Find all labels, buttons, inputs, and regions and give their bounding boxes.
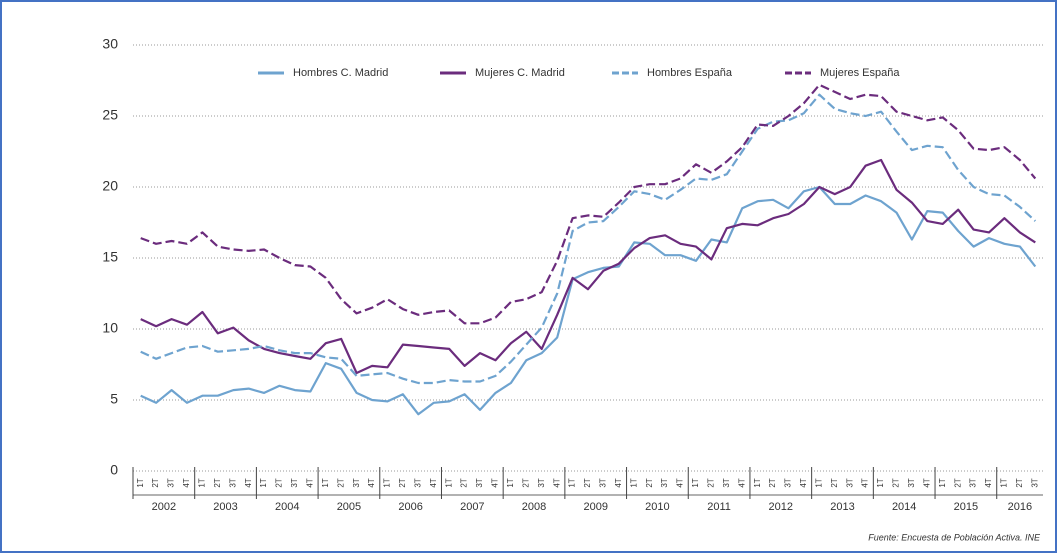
x-tick-label: 2T <box>706 478 715 487</box>
x-tick-label: 1T <box>938 478 947 487</box>
y-tick-label: 15 <box>102 249 118 265</box>
x-tick-label: 4T <box>305 478 314 487</box>
x-tick-label: 1T <box>876 478 885 487</box>
x-tick-label: 3T <box>475 478 484 487</box>
x-tick-label: 3T <box>228 478 237 487</box>
year-label: 2013 <box>830 501 854 513</box>
x-tick-label: 4T <box>244 478 253 487</box>
x-tick-label: 1T <box>383 478 392 487</box>
year-label: 2014 <box>892 501 916 513</box>
x-tick-label: 3T <box>599 478 608 487</box>
x-tick-label: 4T <box>799 478 808 487</box>
x-tick-label: 3T <box>907 478 916 487</box>
x-tick-label: 1T <box>321 478 330 487</box>
y-tick-label: 30 <box>102 36 118 52</box>
x-tick-label: 3T <box>1030 478 1039 487</box>
year-label: 2003 <box>213 501 237 513</box>
year-label: 2002 <box>152 501 176 513</box>
x-tick-label: 1T <box>691 478 700 487</box>
year-label: 2006 <box>398 501 422 513</box>
x-tick-label: 3T <box>722 478 731 487</box>
x-tick-label: 2T <box>275 478 284 487</box>
y-tick-label: 0 <box>110 462 118 478</box>
y-tick-label: 25 <box>102 107 118 123</box>
year-label: 2009 <box>583 501 607 513</box>
year-label: 2010 <box>645 501 669 513</box>
x-tick-label: 2T <box>583 478 592 487</box>
x-tick-label: 3T <box>167 478 176 487</box>
x-tick-label: 2T <box>645 478 654 487</box>
year-label: 2015 <box>954 501 978 513</box>
x-tick-label: 1T <box>136 478 145 487</box>
x-tick-label: 1T <box>1000 478 1009 487</box>
x-tick-label: 3T <box>290 478 299 487</box>
x-tick-label: 3T <box>969 478 978 487</box>
y-tick-label: 20 <box>102 178 118 194</box>
x-tick-label: 4T <box>491 478 500 487</box>
x-tick-label: 3T <box>537 478 546 487</box>
x-tick-label: 3T <box>845 478 854 487</box>
x-tick-label: 3T <box>660 478 669 487</box>
year-label: 2012 <box>769 501 793 513</box>
x-tick-label: 4T <box>984 478 993 487</box>
year-label: 2007 <box>460 501 484 513</box>
y-tick-label: 5 <box>110 391 118 407</box>
x-tick-label: 3T <box>413 478 422 487</box>
x-tick-label: 1T <box>506 478 515 487</box>
x-tick-label: 1T <box>568 478 577 487</box>
legend-label: Hombres C. Madrid <box>293 67 388 79</box>
x-tick-label: 1T <box>259 478 268 487</box>
x-tick-label: 4T <box>552 478 561 487</box>
series-line <box>140 185 1037 416</box>
x-tick-label: 2T <box>151 478 160 487</box>
x-tick-label: 1T <box>753 478 762 487</box>
x-tick-label: 4T <box>737 478 746 487</box>
x-tick-label: 2T <box>830 478 839 487</box>
x-tick-label: 2T <box>398 478 407 487</box>
year-label: 2016 <box>1008 501 1032 513</box>
year-label: 2011 <box>707 501 731 513</box>
x-tick-label: 4T <box>614 478 623 487</box>
x-tick-label: 2T <box>892 478 901 487</box>
x-tick-label: 2T <box>768 478 777 487</box>
x-tick-label: 4T <box>367 478 376 487</box>
x-tick-label: 2T <box>953 478 962 487</box>
x-tick-label: 4T <box>429 478 438 487</box>
x-tick-label: 1T <box>444 478 453 487</box>
x-tick-label: 3T <box>784 478 793 487</box>
x-tick-label: 4T <box>922 478 931 487</box>
x-tick-label: 2T <box>521 478 530 487</box>
x-tick-label: 4T <box>182 478 191 487</box>
x-tick-label: 1T <box>198 478 207 487</box>
x-tick-label: 1T <box>629 478 638 487</box>
x-tick-label: 2T <box>336 478 345 487</box>
x-tick-label: 2T <box>1015 478 1024 487</box>
x-tick-label: 4T <box>861 478 870 487</box>
year-label: 2004 <box>275 501 299 513</box>
x-tick-label: 2T <box>460 478 469 487</box>
series-line <box>140 158 1036 375</box>
year-label: 2008 <box>522 501 546 513</box>
source: Fuente: Encuesta de Población Activa. IN… <box>868 532 1041 542</box>
year-label: 2005 <box>337 501 361 513</box>
legend-label: Mujeres España <box>820 67 900 79</box>
legend-label: Hombres España <box>647 67 733 79</box>
x-tick-label: 4T <box>676 478 685 487</box>
series-line <box>140 83 1037 325</box>
y-tick-label: 10 <box>102 320 118 336</box>
series-line <box>140 93 1037 385</box>
x-tick-label: 1T <box>814 478 823 487</box>
x-tick-label: 2T <box>213 478 222 487</box>
legend-label: Mujeres C. Madrid <box>475 67 565 79</box>
x-tick-label: 3T <box>352 478 361 487</box>
